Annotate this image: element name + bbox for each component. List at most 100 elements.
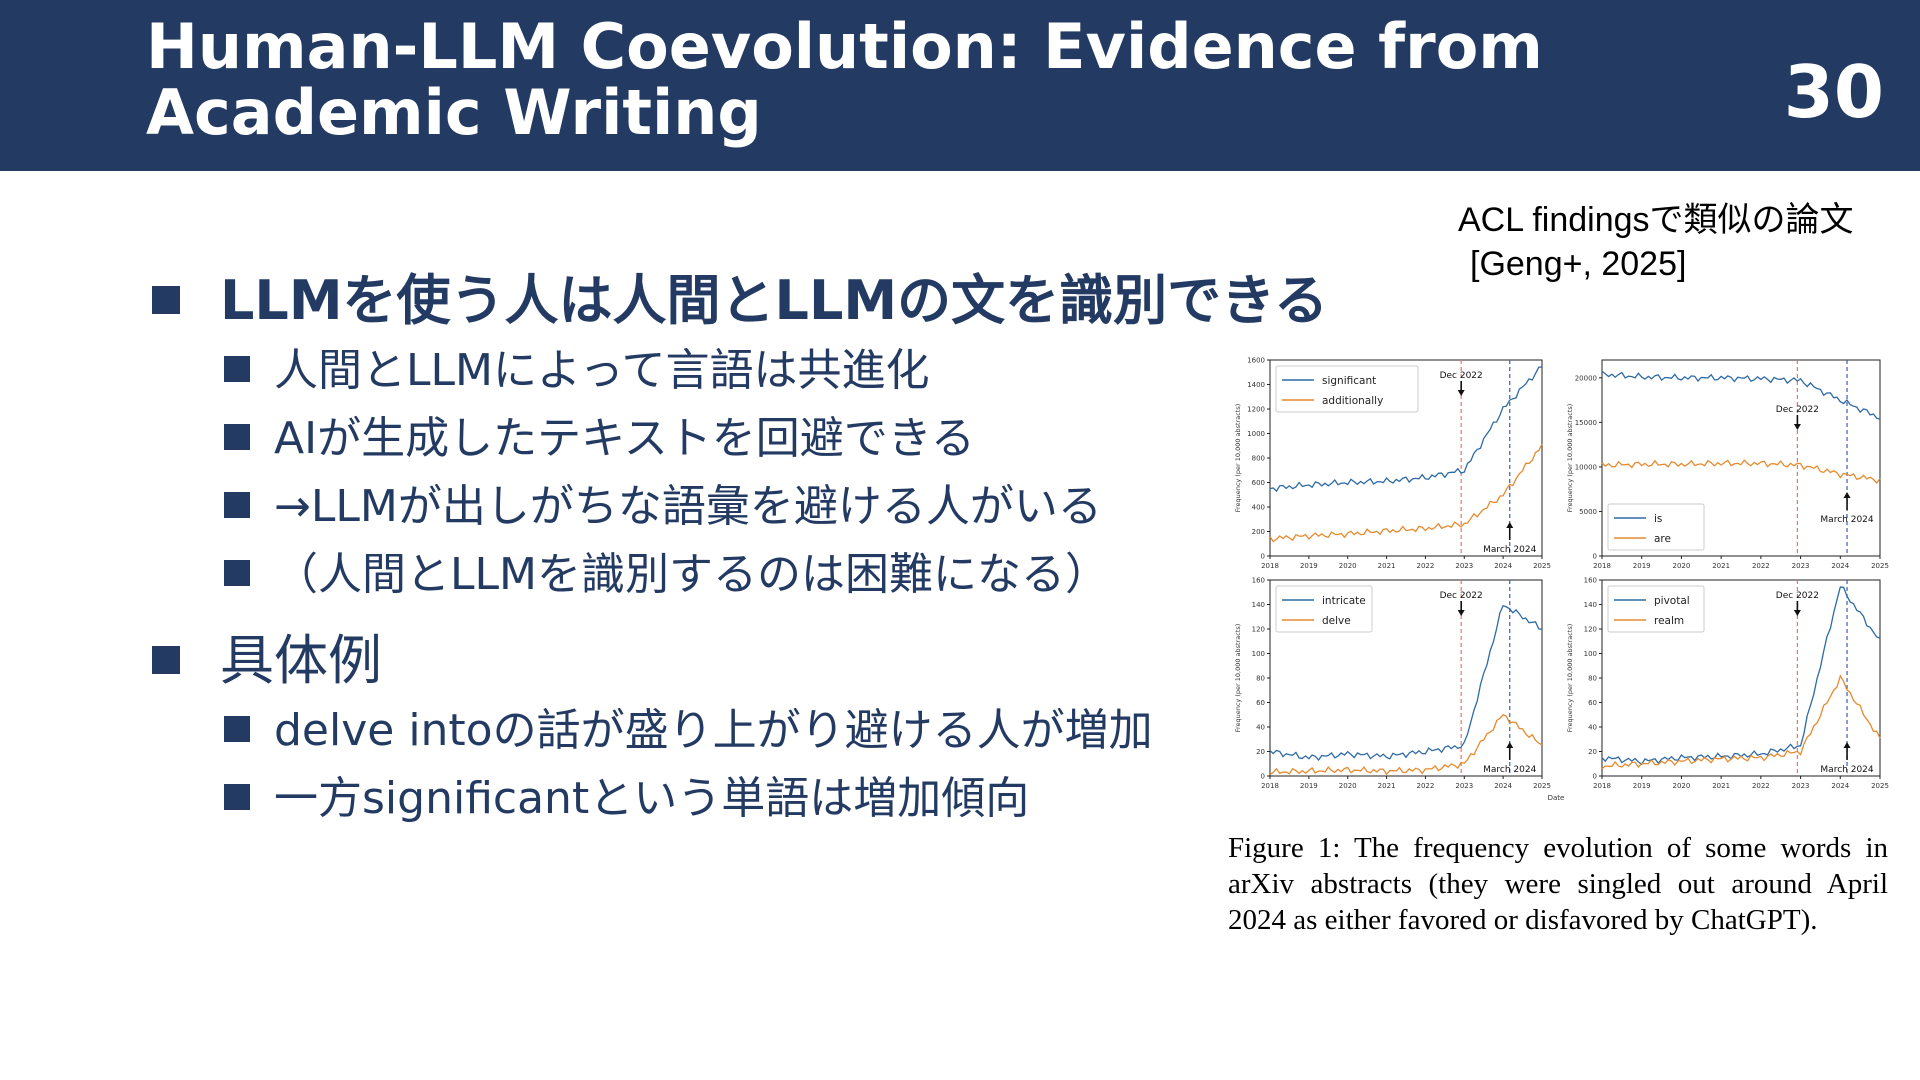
x-tick-label: 2019 xyxy=(1300,782,1318,790)
square-bullet-icon xyxy=(224,356,250,382)
square-bullet-icon xyxy=(152,646,180,675)
x-tick-label: 2018 xyxy=(1261,782,1279,790)
reference-line-1: ACL findingsで類似の論文 xyxy=(1458,201,1854,239)
y-tick-label: 600 xyxy=(1252,479,1265,487)
arrow-up-icon xyxy=(1506,522,1514,528)
x-tick-label: 2025 xyxy=(1533,782,1551,790)
y-tick-label: 20 xyxy=(1588,748,1597,756)
arrow-down-icon xyxy=(1793,610,1801,616)
y-tick-label: 160 xyxy=(1584,577,1597,585)
y-tick-label: 160 xyxy=(1252,577,1265,585)
legend-label-is: is xyxy=(1654,513,1662,525)
series-line-intricate xyxy=(1269,604,1543,762)
y-tick-label: 800 xyxy=(1252,455,1265,463)
x-tick-label: 2024 xyxy=(1494,782,1512,790)
y-tick-label: 100 xyxy=(1252,650,1265,658)
slide-header: Human-LLM Coevolution: Evidence from Aca… xyxy=(0,0,1920,171)
x-tick-label: 2022 xyxy=(1752,562,1770,570)
x-tick-label: 2023 xyxy=(1792,562,1810,570)
x-tick-label: 2025 xyxy=(1871,782,1889,790)
square-bullet-icon xyxy=(224,424,250,450)
y-tick-label: 15000 xyxy=(1575,419,1597,427)
x-tick-label: 2024 xyxy=(1831,782,1849,790)
legend-label-realm: realm xyxy=(1654,615,1684,627)
x-tick-label: 2019 xyxy=(1300,562,1318,570)
annotation-march-2024: March 2024 xyxy=(1820,765,1873,775)
arrow-down-icon xyxy=(1457,610,1465,616)
slide-title: Human-LLM Coevolution: Evidence from Aca… xyxy=(146,10,1543,149)
subplot-2: 0 5000 10000 15000 20000 2018 2019 2020 2021 2022… xyxy=(1566,359,1889,570)
y-tick-label: 100 xyxy=(1584,650,1597,658)
series-line-realm xyxy=(1601,674,1881,770)
x-tick-label: 2022 xyxy=(1417,782,1435,790)
x-tick-label: 2023 xyxy=(1455,562,1473,570)
sub-bullet-1-4: （人間とLLMを識別するのは困難になる） xyxy=(224,538,1109,602)
y-tick-label: 1600 xyxy=(1247,357,1265,365)
series-line-delve xyxy=(1269,714,1543,776)
reference-line-2: [Geng+, 2025] xyxy=(1470,245,1687,283)
annotation-march-2024: March 2024 xyxy=(1820,515,1873,525)
y-tick-label: 40 xyxy=(1256,724,1265,732)
square-bullet-icon xyxy=(152,286,180,315)
square-bullet-icon xyxy=(224,716,250,742)
x-tick-label: 2025 xyxy=(1871,562,1889,570)
y-tick-label: 80 xyxy=(1588,675,1597,683)
x-tick-label: 2019 xyxy=(1633,782,1651,790)
y-tick-label: 5000 xyxy=(1579,508,1597,516)
square-bullet-icon xyxy=(224,560,250,586)
series-line-significant xyxy=(1269,366,1543,493)
y-tick-label: 1400 xyxy=(1247,381,1265,389)
y-tick-label: 140 xyxy=(1252,601,1265,609)
annotation-dec-2022: Dec 2022 xyxy=(1440,371,1483,381)
series-line-is xyxy=(1601,370,1881,420)
y-tick-label: 60 xyxy=(1256,699,1265,707)
y-tick-label: 0 xyxy=(1261,553,1265,561)
reference-note: ACL findingsで類似の論文 [Geng+, 2025] xyxy=(1458,198,1854,286)
sub-bullet-2-2: 一方significantという単語は増加傾向 xyxy=(224,762,1029,826)
y-tick-label: 0 xyxy=(1593,773,1597,781)
x-tick-label: 2020 xyxy=(1339,562,1357,570)
y-tick-label: 1200 xyxy=(1247,406,1265,414)
subplot-3: 0 20 40 60 80 100 120 140 160 2018 2019 2020 2021 202… xyxy=(1234,577,1564,803)
y-tick-label: 0 xyxy=(1593,553,1597,561)
bullet-2: 具体例 xyxy=(152,616,382,695)
y-tick-label: 60 xyxy=(1588,699,1597,707)
x-tick-label: 2021 xyxy=(1378,782,1396,790)
x-tick-label: 2022 xyxy=(1752,782,1770,790)
word-frequency-figure: 0 200 400 600 800 1000 1200 1400 1600 2018 2019 202… xyxy=(1228,356,1900,806)
x-tick-label: 2018 xyxy=(1593,782,1611,790)
legend-label-significant: significant xyxy=(1322,375,1376,387)
x-tick-label: 2023 xyxy=(1455,782,1473,790)
x-tick-label: 2020 xyxy=(1673,782,1691,790)
legend-label-delve: delve xyxy=(1322,615,1351,627)
subplot-1: 0 200 400 600 800 1000 1200 1400 1600 2018 2019 202… xyxy=(1234,357,1551,571)
annotation-dec-2022: Dec 2022 xyxy=(1440,591,1483,601)
x-tick-label: 2018 xyxy=(1593,562,1611,570)
bullet-2-text: 具体例 xyxy=(220,629,382,692)
arrow-down-icon xyxy=(1793,424,1801,430)
y-axis-label: Frequency (per 10,000 abstracts) xyxy=(1234,404,1242,513)
y-tick-label: 80 xyxy=(1256,675,1265,683)
legend-label-are: are xyxy=(1654,533,1671,545)
y-tick-label: 120 xyxy=(1252,626,1265,634)
square-bullet-icon xyxy=(224,492,250,518)
series-line-additionally xyxy=(1269,443,1543,543)
annotation-dec-2022: Dec 2022 xyxy=(1776,405,1819,415)
sub-bullet-1-1: 人間とLLMによって言語は共進化 xyxy=(224,334,929,398)
y-axis-label: Frequency (per 10,000 abstracts) xyxy=(1566,404,1574,513)
sub-bullet-2-1: delve intoの話が盛り上がり避ける人が増加 xyxy=(224,694,1153,758)
series-line-are xyxy=(1601,459,1881,485)
annotation-dec-2022: Dec 2022 xyxy=(1776,591,1819,601)
x-tick-label: 2021 xyxy=(1712,562,1730,570)
x-tick-label: 2023 xyxy=(1792,782,1810,790)
y-tick-label: 10000 xyxy=(1575,463,1597,471)
arrow-up-icon xyxy=(1843,492,1851,498)
y-tick-label: 20 xyxy=(1256,748,1265,756)
x-axis-label: Date xyxy=(1548,794,1565,802)
bullet-1: LLMを使う人は人間とLLMの文を識別できる xyxy=(152,256,1328,335)
y-tick-label: 140 xyxy=(1584,601,1597,609)
annotation-march-2024: March 2024 xyxy=(1483,765,1536,775)
x-tick-label: 2025 xyxy=(1533,562,1551,570)
y-tick-label: 120 xyxy=(1584,626,1597,634)
legend-label-intricate: intricate xyxy=(1322,595,1366,607)
